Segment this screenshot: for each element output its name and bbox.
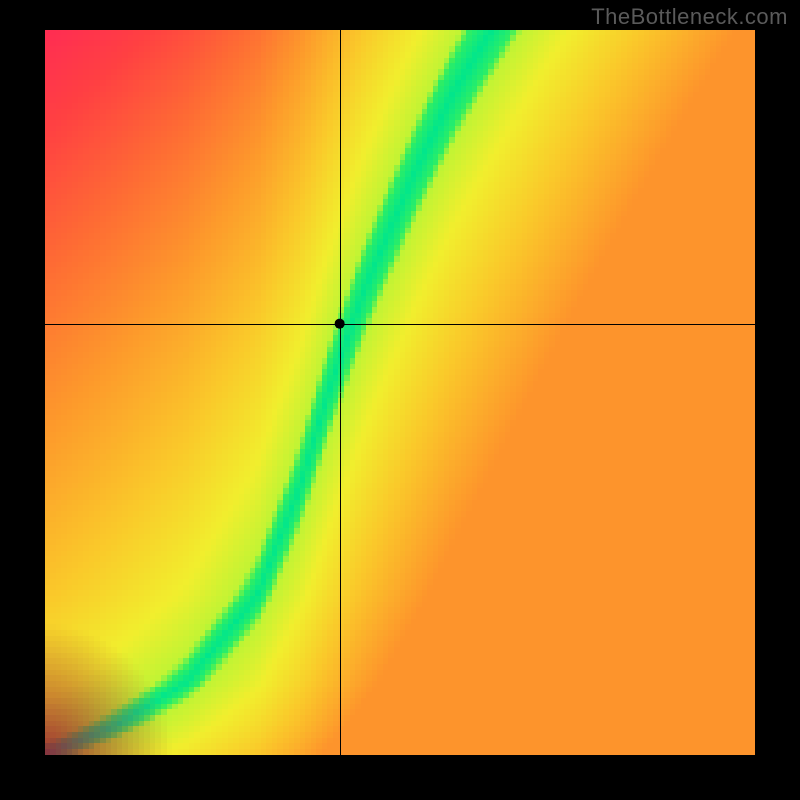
watermark-text: TheBottleneck.com xyxy=(591,4,788,30)
bottleneck-heatmap-canvas xyxy=(45,30,755,755)
plot-frame xyxy=(45,30,755,755)
